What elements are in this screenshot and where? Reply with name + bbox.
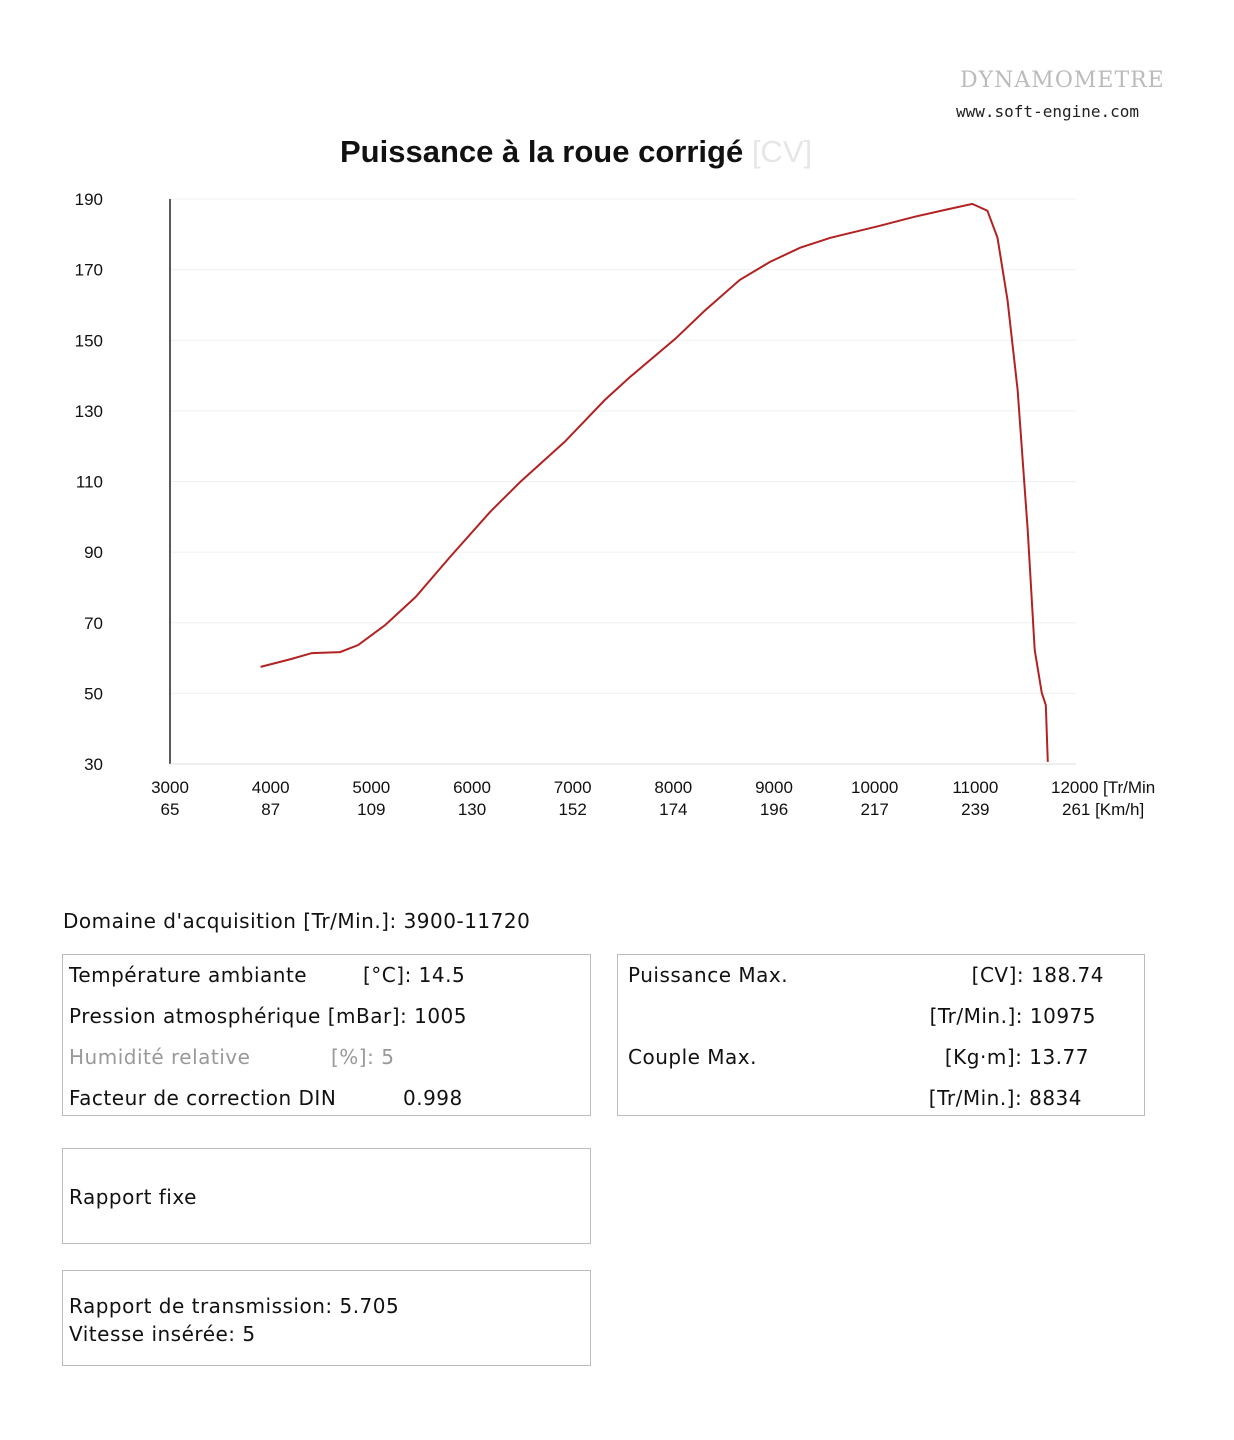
x2-tick-label: 109 bbox=[357, 800, 385, 819]
y-tick-label: 90 bbox=[84, 543, 103, 562]
conditions-box: Température ambiante [°C]: 14.5 Pression… bbox=[62, 954, 591, 1116]
y-tick-label: 170 bbox=[75, 261, 103, 280]
y-tick-label: 70 bbox=[84, 614, 103, 633]
y-tick-label: 50 bbox=[84, 684, 103, 703]
x2-tick-label: 261 [Km/h] bbox=[1062, 800, 1144, 819]
acquisition-range: Domaine d'acquisition [Tr/Min.]: 3900-11… bbox=[63, 909, 531, 933]
max-values-box: Puissance Max. [CV]: 188.74 [Tr/Min.]: 1… bbox=[617, 954, 1145, 1116]
brand-logo: DYNAMOMETRE bbox=[960, 68, 1165, 93]
power-curve bbox=[260, 202, 1049, 762]
y-tick-label: 190 bbox=[75, 190, 103, 209]
y-tick-label: 110 bbox=[76, 473, 103, 492]
y-tick-label: 130 bbox=[75, 402, 103, 421]
title-unit: [CV] bbox=[751, 134, 813, 169]
x-tick-label: 4000 bbox=[252, 778, 290, 797]
x2-tick-label: 239 bbox=[961, 800, 989, 819]
power-chart: 190 170 150 130 110 90 70 50 30 3000 65 4000 87 5000 1… bbox=[75, 190, 1156, 819]
x2-tick-label: 217 bbox=[860, 800, 888, 819]
x2-tick-label: 174 bbox=[659, 800, 687, 819]
x-tick-label: 7000 bbox=[554, 778, 592, 797]
x-tick-label: 10000 bbox=[851, 778, 898, 797]
x2-tick-label: 196 bbox=[760, 800, 788, 819]
chart-title: Puissance à la roue corrigé [CV] bbox=[340, 134, 813, 169]
transmission-box: Rapport de transmission: 5.705 Vitesse i… bbox=[62, 1270, 591, 1366]
x2-tick-label: 87 bbox=[261, 800, 280, 819]
x-tick-label: 9000 bbox=[755, 778, 793, 797]
x-tick-label: 3000 bbox=[151, 778, 189, 797]
x-tick-label: 11000 bbox=[952, 778, 998, 797]
x2-tick-label: 130 bbox=[458, 800, 486, 819]
x2-tick-label: 65 bbox=[161, 800, 180, 819]
x-tick-label: 8000 bbox=[654, 778, 692, 797]
y-tick-label: 30 bbox=[84, 755, 103, 774]
y-tick-label: 150 bbox=[75, 331, 103, 350]
website-url: www.soft-engine.com bbox=[956, 102, 1140, 121]
x-tick-label: 6000 bbox=[453, 778, 491, 797]
x2-tick-label: 152 bbox=[558, 800, 586, 819]
x-tick-label: 12000 [Tr/Min bbox=[1051, 778, 1155, 797]
x-tick-label: 5000 bbox=[352, 778, 390, 797]
ratio-box: Rapport fixe bbox=[62, 1148, 591, 1244]
